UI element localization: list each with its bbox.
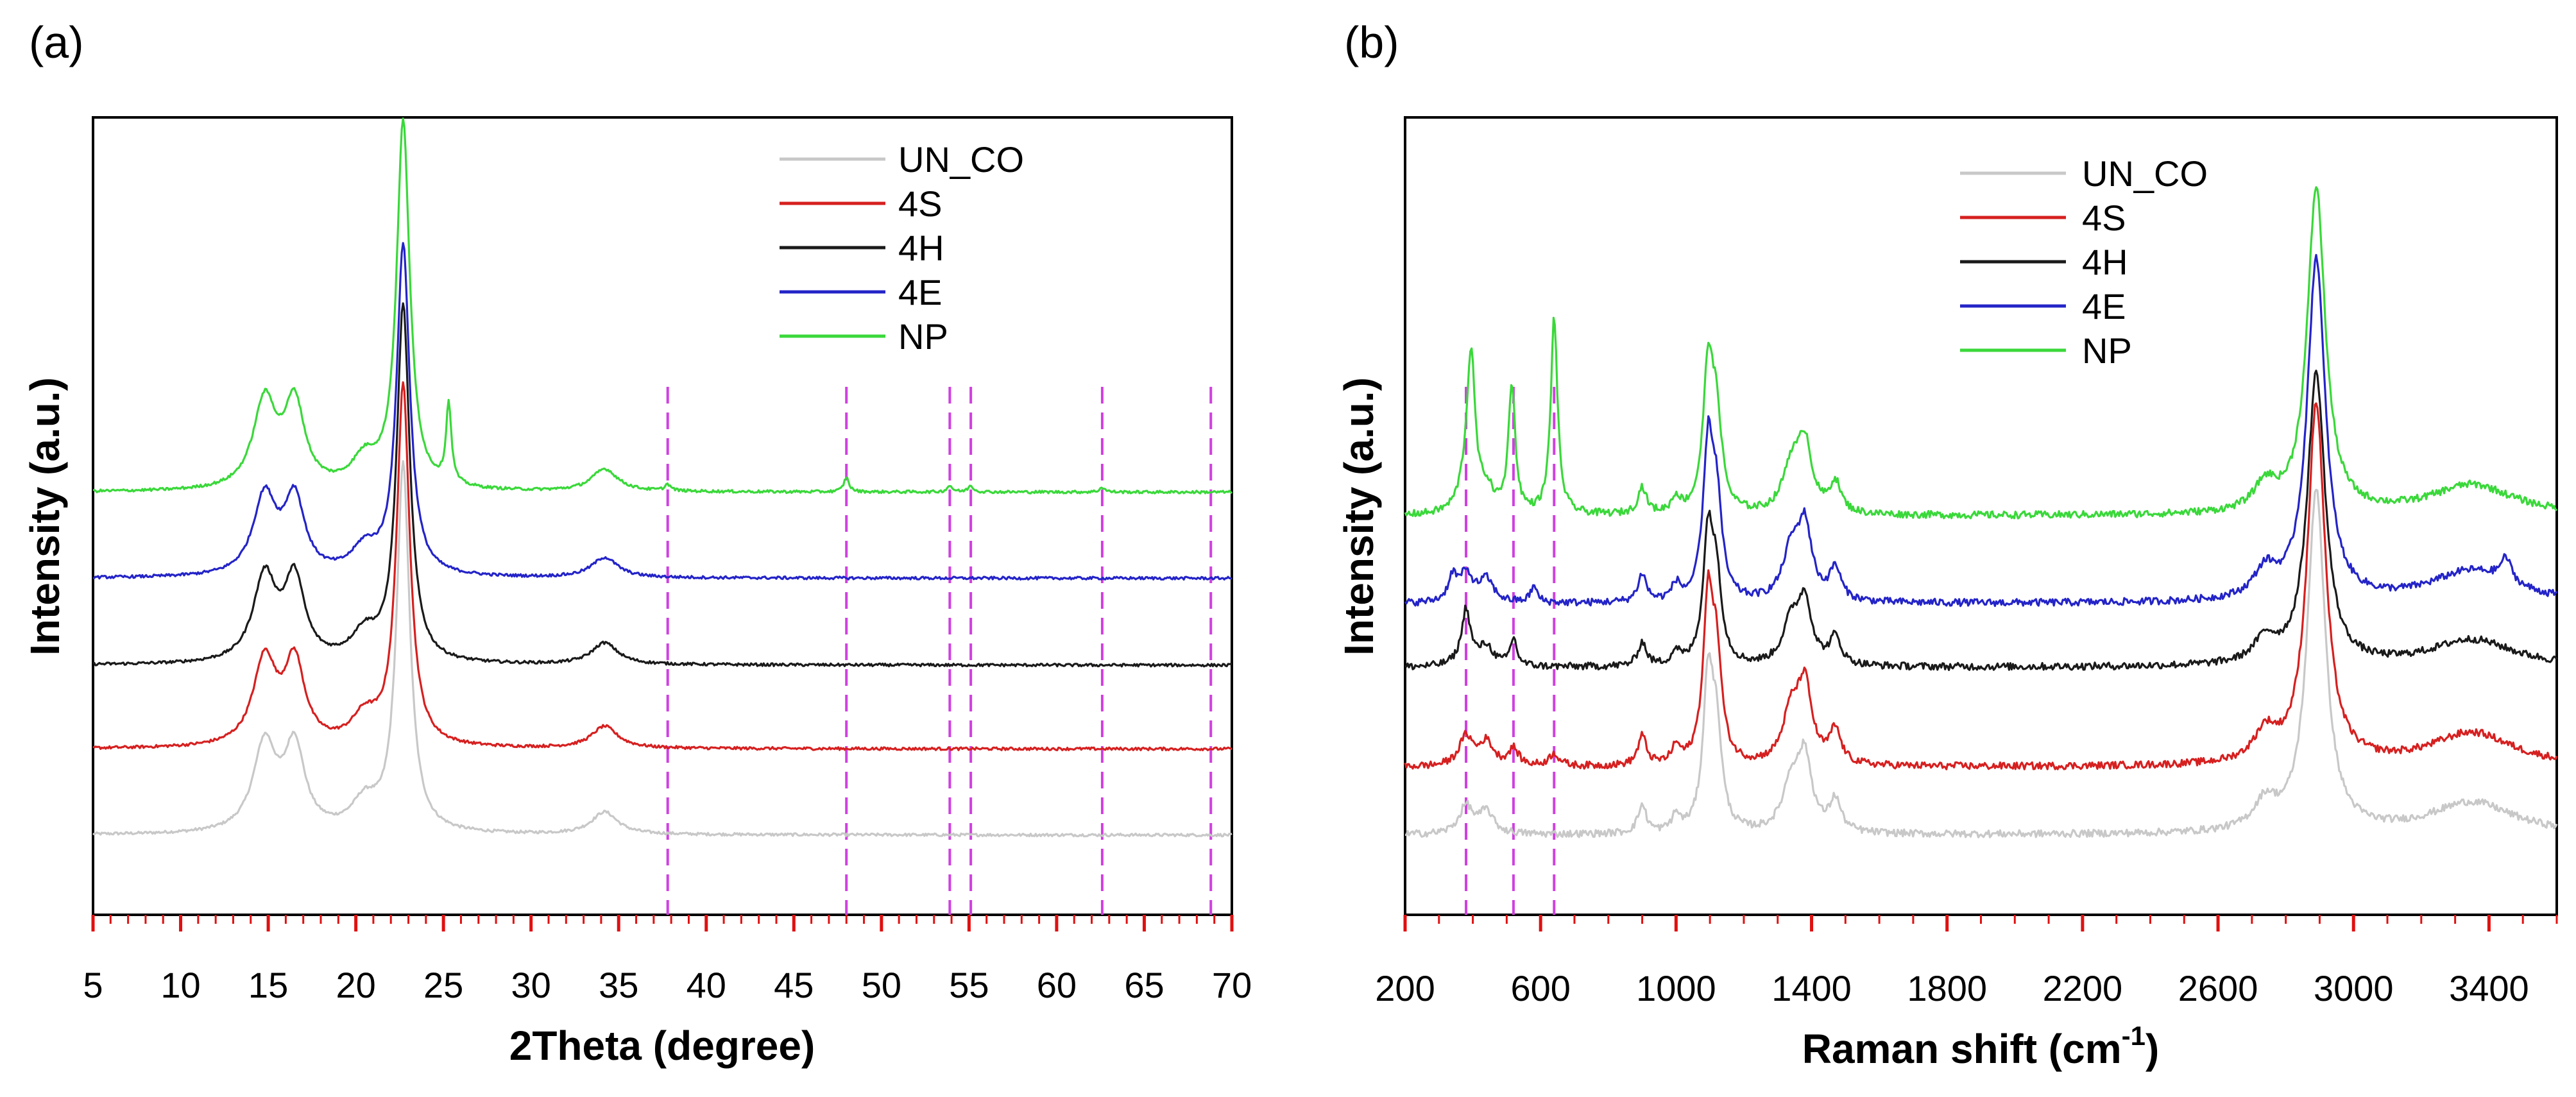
plot-a-marker-lines	[666, 387, 1213, 915]
x-tick-label: 25	[423, 965, 463, 1005]
x-tick-label: 2600	[2178, 968, 2258, 1008]
series-line-4S	[1404, 402, 2558, 770]
plot-a-x-axis-title: 2Theta (degree)	[509, 1023, 815, 1069]
legend-label-4S: 4S	[2082, 198, 2126, 238]
x-tick-label: 15	[248, 965, 288, 1005]
legend-label-UN_CO: UN_CO	[2082, 153, 2208, 194]
x-tick-label: 40	[687, 965, 726, 1005]
series-line-UN_CO	[1404, 488, 2558, 838]
panel-a-label: (a)	[29, 17, 84, 67]
legend-label-4H: 4H	[2082, 242, 2128, 282]
x-tick-label: 1000	[1636, 968, 1716, 1008]
series-line-4H	[92, 302, 1233, 668]
plot-a-x-ticks	[91, 915, 1234, 931]
legend-label-4H: 4H	[898, 228, 944, 268]
x-tick-label: 10	[160, 965, 200, 1005]
panel-a: (a) 5 10 15 20 25 30 35 40 45 50 55 60 65 70 2Theta (…	[22, 17, 1252, 1069]
x-tick-label: 600	[1510, 968, 1570, 1008]
plot-b-marker-lines	[1465, 387, 1556, 915]
x-tick-label: 1800	[1907, 968, 1987, 1008]
plot-b-x-axis-title-main: Raman shift (cm	[1802, 1026, 2122, 1072]
x-tick-label: 1400	[1771, 968, 1852, 1008]
plot-a-curves	[92, 117, 1233, 838]
series-line-4H	[1404, 370, 2558, 671]
x-tick-label: 50	[862, 965, 901, 1005]
panel-b: (b) 200 600 1000 1400 1800 2200 2600 3000 3400 R…	[1336, 17, 2558, 1072]
legend-label-4S: 4S	[898, 183, 943, 224]
x-tick-label: 2200	[2043, 968, 2123, 1008]
legend-label-4E: 4E	[898, 272, 943, 312]
series-line-NP	[1404, 186, 2558, 520]
series-line-4E	[92, 242, 1233, 581]
plot-b-x-axis-title: Raman shift (cm-1)	[1802, 1021, 2160, 1072]
plot-b-x-tick-labels: 200 600 1000 1400 1800 2200 2600 3000 3400	[1375, 968, 2529, 1008]
x-tick-label: 65	[1124, 965, 1164, 1005]
x-tick-label: 60	[1037, 965, 1077, 1005]
x-tick-label: 70	[1212, 965, 1252, 1005]
plot-a-x-tick-labels: 5 10 15 20 25 30 35 40 45 50 55 60 65 70	[83, 965, 1252, 1005]
plot-b-curves	[1404, 186, 2558, 838]
legend-label-UN_CO: UN_CO	[898, 139, 1024, 180]
plot-b-frame	[1404, 116, 2558, 916]
x-tick-label: 55	[949, 965, 989, 1005]
plot-b-x-ticks	[1403, 915, 2558, 931]
x-tick-label: 20	[336, 965, 375, 1005]
plot-b-x-axis-title-end: )	[2145, 1026, 2159, 1072]
x-tick-label: 45	[774, 965, 814, 1005]
x-tick-label: 3000	[2314, 968, 2394, 1008]
series-line-4S	[92, 381, 1233, 751]
x-tick-label: 35	[599, 965, 638, 1005]
series-line-NP	[92, 117, 1233, 495]
series-line-UN_CO	[92, 460, 1233, 838]
legend-label-NP: NP	[2082, 330, 2132, 371]
x-tick-label: 200	[1375, 968, 1435, 1008]
plot-b-x-axis-title-sup: -1	[2122, 1021, 2145, 1051]
plot-a-y-axis-title: Intensity (a.u.)	[22, 377, 68, 656]
x-tick-label: 3400	[2449, 968, 2529, 1008]
plot-a-frame	[92, 116, 1233, 916]
legend-label-NP: NP	[898, 316, 948, 357]
x-tick-label: 5	[83, 965, 103, 1005]
series-line-4E	[1404, 253, 2558, 608]
plot-b-y-axis-title: Intensity (a.u.)	[1336, 377, 1382, 656]
x-tick-label: 30	[511, 965, 551, 1005]
panel-b-label: (b)	[1344, 17, 1399, 67]
legend-label-4E: 4E	[2082, 286, 2126, 327]
